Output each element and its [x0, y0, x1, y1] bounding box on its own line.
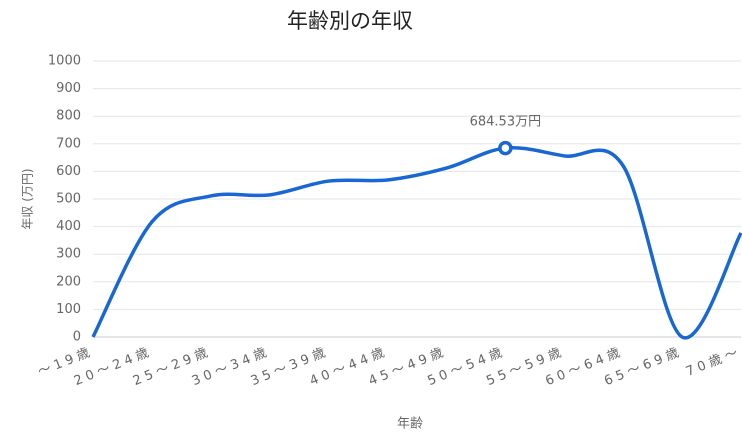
y-tick-label: 500 [56, 192, 81, 207]
y-tick-label: 100 [56, 302, 81, 317]
y-tick-label: 700 [56, 136, 81, 151]
line [91, 145, 742, 340]
y-tick-label: 800 [56, 109, 81, 124]
chart-title: 年齢別の年収 [287, 9, 413, 33]
y-tick-label: 900 [56, 81, 81, 96]
data-label: 684.53万円 [470, 115, 542, 130]
y-tick-label: 300 [56, 247, 81, 262]
point-marker [498, 140, 513, 156]
x-tick-label: 70歳～ [684, 344, 742, 380]
y-tick-label: 600 [56, 164, 81, 179]
y-axis-title: 年収 (万円) [21, 168, 35, 229]
y-tick-label: 400 [56, 219, 81, 234]
y-tick-label: 1000 [48, 54, 81, 69]
y-tick-label: 0 [73, 330, 81, 345]
x-axis-title: 年齢 [397, 417, 423, 432]
y-tick-label: 200 [56, 274, 81, 289]
